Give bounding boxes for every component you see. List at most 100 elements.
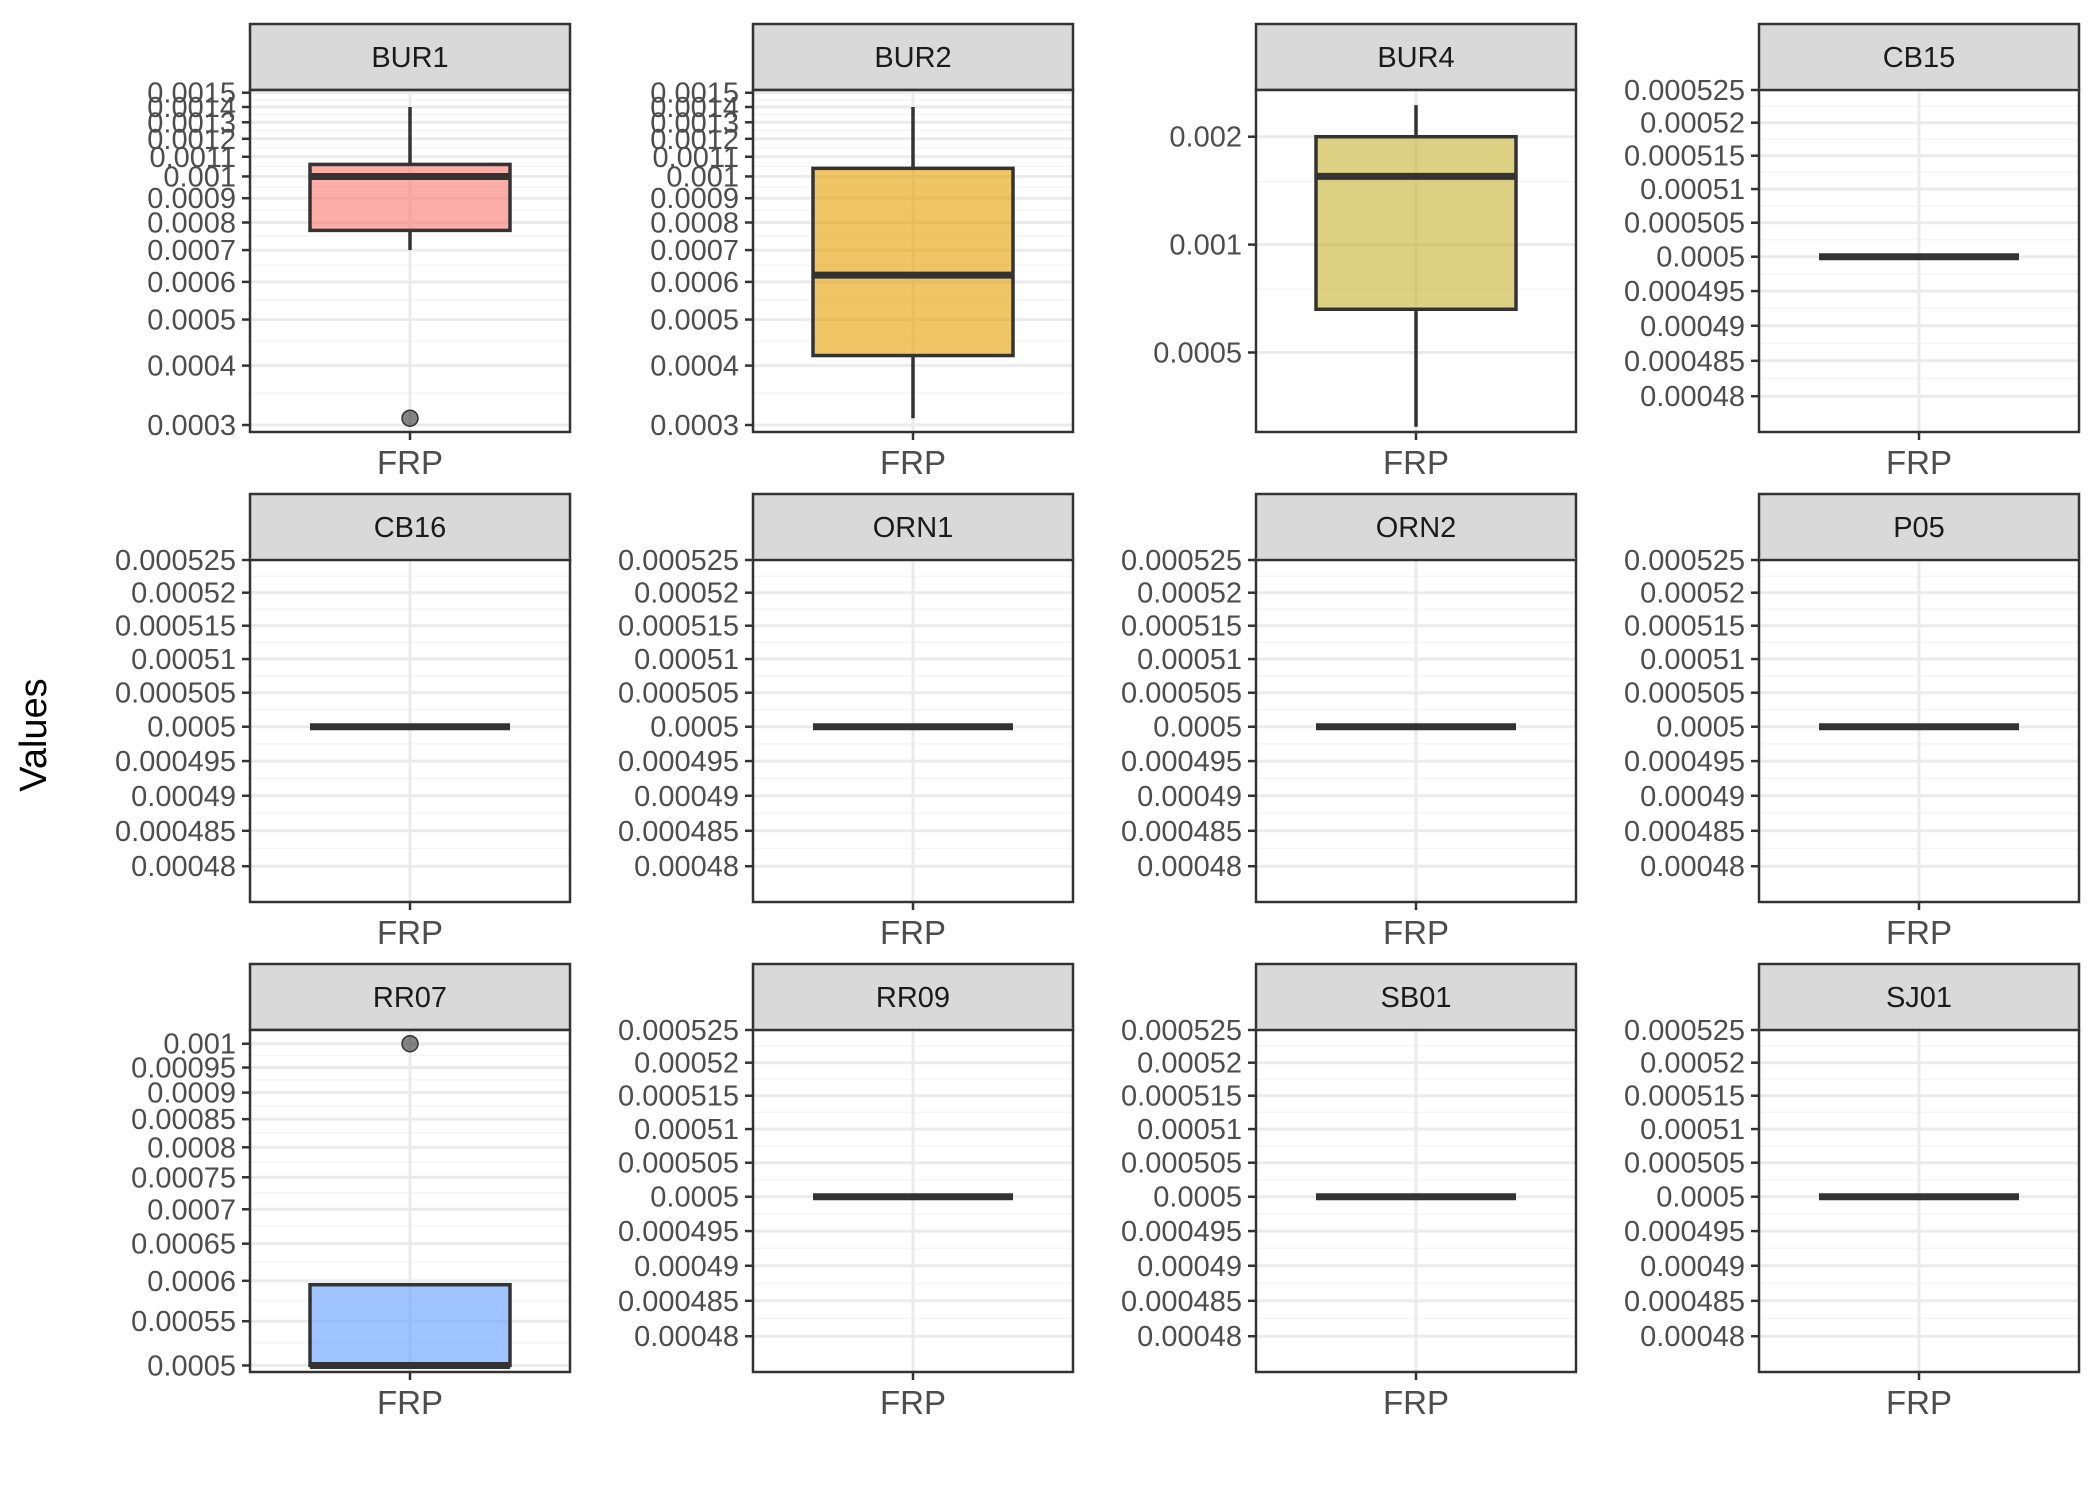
facet-strip-label: SB01 bbox=[1381, 982, 1452, 1014]
facet-strip-label: RR09 bbox=[876, 982, 950, 1014]
y-tick-label: 0.0006 bbox=[147, 267, 236, 299]
y-tick-label: 0.00048 bbox=[634, 1321, 739, 1353]
y-tick-label: 0.000515 bbox=[1121, 611, 1242, 643]
y-tick-label: 0.00048 bbox=[1640, 1321, 1745, 1353]
y-tick-label: 0.00049 bbox=[1640, 1251, 1745, 1283]
y-tick-label: 0.0008 bbox=[147, 208, 236, 240]
y-tick-label: 0.000495 bbox=[618, 1216, 739, 1248]
y-tick-label: 0.000485 bbox=[1624, 1286, 1745, 1318]
facet-strip bbox=[248, 962, 572, 1032]
y-tick-label: 0.000515 bbox=[1624, 141, 1745, 173]
y-tick-label: 0.0009 bbox=[650, 183, 739, 215]
y-tick-label: 0.00051 bbox=[1640, 644, 1745, 676]
y-tick-label: 0.000525 bbox=[1624, 545, 1745, 577]
y-tick-label: 0.001 bbox=[1169, 230, 1242, 262]
y-tick-label: 0.00055 bbox=[131, 1306, 236, 1338]
y-tick-label: 0.000485 bbox=[618, 816, 739, 848]
box-iqr bbox=[308, 1282, 512, 1368]
y-tick-label: 0.00051 bbox=[1640, 174, 1745, 206]
y-tick-label: 0.000495 bbox=[1121, 1216, 1242, 1248]
outlier-point bbox=[401, 1034, 419, 1053]
y-tick-label: 0.00049 bbox=[131, 781, 236, 813]
y-tick-label: 0.00048 bbox=[634, 851, 739, 883]
y-tick-label: 0.00052 bbox=[1640, 108, 1745, 140]
facet-strip bbox=[751, 962, 1075, 1032]
y-tick-label: 0.00095 bbox=[131, 1053, 236, 1085]
box-iqr bbox=[1314, 134, 1518, 312]
y-tick-label: 0.0009 bbox=[147, 1078, 236, 1110]
y-tick-label: 0.000485 bbox=[1121, 1286, 1242, 1318]
x-tick-label: FRP bbox=[880, 1384, 946, 1421]
facet-panel-bur2: BUR2 0.0003 0.0004 0.0005 0.00060.00070.0008… bbox=[650, 22, 1075, 481]
facet-strip bbox=[1757, 962, 2081, 1032]
facet-strip-label: SJ01 bbox=[1886, 982, 1952, 1014]
x-tick-label: FRP bbox=[1886, 914, 1952, 951]
y-tick-label: 0.000505 bbox=[618, 1148, 739, 1180]
y-tick-label: 0.000485 bbox=[1624, 816, 1745, 848]
y-tick-label: 0.000525 bbox=[1624, 75, 1745, 107]
y-tick-label: 0.0005 bbox=[1153, 712, 1242, 744]
facet-strip bbox=[1757, 492, 2081, 562]
y-tick-label: 0.000515 bbox=[618, 611, 739, 643]
x-tick-label: FRP bbox=[1886, 444, 1952, 481]
y-tick-label: 0.0007 bbox=[147, 1194, 236, 1226]
y-tick-label: 0.000505 bbox=[618, 678, 739, 710]
y-tick-label: 0.000495 bbox=[1624, 1216, 1745, 1248]
y-tick-label: 0.0005 bbox=[1656, 712, 1745, 744]
y-tick-label: 0.0006 bbox=[650, 267, 739, 299]
y-tick-label: 0.00052 bbox=[1640, 578, 1745, 610]
y-tick-label: 0.00048 bbox=[1137, 1321, 1242, 1353]
x-tick-label: FRP bbox=[1383, 914, 1449, 951]
x-tick-label: FRP bbox=[1886, 1384, 1952, 1421]
facet-panel-cb16: CB160.000480.0004850.000490.0004950.0005… bbox=[115, 492, 572, 951]
facet-strip-label: BUR1 bbox=[371, 42, 448, 74]
y-tick-label: 0.00051 bbox=[1137, 1114, 1242, 1146]
facet-panels: BUR10.00030.00040.00050.00060.00070.0008… bbox=[115, 22, 2081, 1421]
y-tick-label: 0.0005 bbox=[147, 712, 236, 744]
facet-panel-bur1: BUR1 0.0003 0.0004 0.0005 0.00060.00070.0008… bbox=[147, 22, 572, 481]
y-tick-label: 0.00065 bbox=[131, 1229, 236, 1261]
facet-strip bbox=[248, 22, 572, 92]
y-tick-label: 0.0005 bbox=[650, 712, 739, 744]
y-tick-label: 0.001 bbox=[163, 1029, 236, 1061]
facet-strip-label: RR07 bbox=[373, 982, 447, 1014]
x-tick-label: FRP bbox=[880, 444, 946, 481]
y-tick-label: 0.000485 bbox=[115, 816, 236, 848]
y-tick-label: 0.000525 bbox=[1121, 545, 1242, 577]
y-tick-label: 0.000515 bbox=[1624, 611, 1745, 643]
y-tick-label: 0.0005 bbox=[1153, 1182, 1242, 1214]
y-tick-label: 0.0013 bbox=[650, 107, 739, 139]
y-tick-label: 0.0005 bbox=[650, 305, 739, 337]
y-tick-label: 0.000505 bbox=[1624, 208, 1745, 240]
y-tick-label: 0.000495 bbox=[1624, 746, 1745, 778]
facet-strip-label: BUR4 bbox=[1377, 42, 1454, 74]
y-tick-label: 0.00049 bbox=[1640, 781, 1745, 813]
y-tick-label: 0.0005 bbox=[147, 1350, 236, 1382]
y-tick-label: 0.000525 bbox=[618, 1015, 739, 1047]
facet-strip bbox=[1254, 492, 1578, 562]
y-tick-label: 0.00052 bbox=[1137, 578, 1242, 610]
y-tick-label: 0.00051 bbox=[1137, 644, 1242, 676]
y-tick-label: 0.0014 bbox=[147, 92, 236, 124]
facet-panel-orn2: ORN20.000480.0004850.000490.0004950.0005… bbox=[1121, 492, 1578, 951]
y-tick-label: 0.0015 bbox=[650, 78, 739, 110]
y-tick-label: 0.000505 bbox=[1624, 678, 1745, 710]
y-tick-label: 0.00048 bbox=[1137, 851, 1242, 883]
x-tick-label: FRP bbox=[377, 914, 443, 951]
y-tick-label: 0.000515 bbox=[1121, 1081, 1242, 1113]
facet-strip-label: CB15 bbox=[1883, 42, 1956, 74]
y-tick-label: 0.0015 bbox=[147, 78, 236, 110]
y-tick-label: 0.0005 bbox=[147, 305, 236, 337]
x-tick-label: FRP bbox=[377, 444, 443, 481]
x-tick-label: FRP bbox=[880, 914, 946, 951]
facet-panel-p05: P050.000480.0004850.000490.0004950.00050… bbox=[1624, 492, 2081, 951]
y-tick-label: 0.000525 bbox=[618, 545, 739, 577]
y-tick-label: 0.0004 bbox=[147, 351, 236, 383]
facet-strip bbox=[248, 492, 572, 562]
facet-panel-bur4: BUR4 0.0005 0.001 0.002 FRP bbox=[1153, 22, 1578, 481]
y-tick-label: 0.00049 bbox=[1640, 311, 1745, 343]
y-tick-label: 0.00051 bbox=[634, 1114, 739, 1146]
facet-panel-cb15: CB150.000480.0004850.000490.0004950.0005… bbox=[1624, 22, 2081, 481]
y-tick-label: 0.0005 bbox=[1656, 242, 1745, 274]
